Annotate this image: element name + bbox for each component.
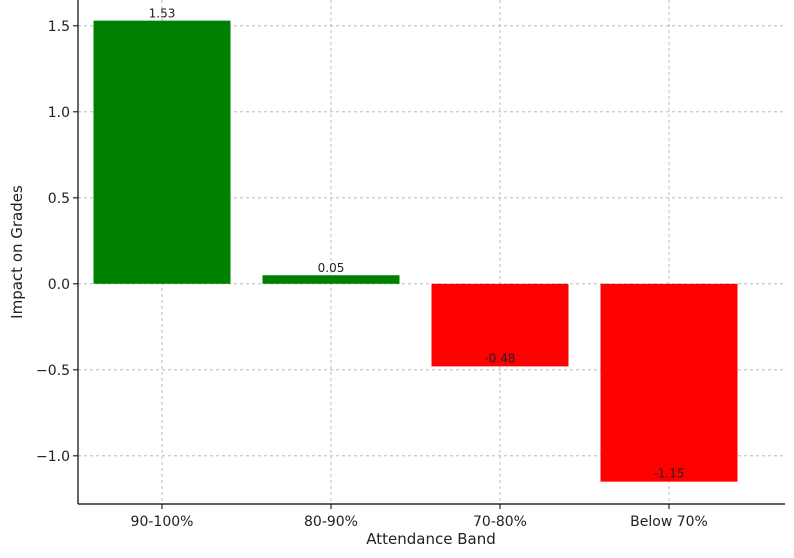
bar	[431, 283, 569, 367]
bar	[262, 275, 400, 284]
x-tick-label: Below 70%	[630, 514, 708, 530]
bar-value-label: 0.05	[318, 261, 345, 275]
y-tick-label: −1.0	[36, 449, 70, 465]
bar	[93, 20, 231, 284]
bar	[600, 283, 738, 482]
y-ticks: −1.0 −0.5 0.0 0.5 1.0 1.5	[36, 19, 78, 465]
y-tick-label: 1.0	[48, 105, 70, 121]
x-axis-label: Attendance Band	[366, 530, 495, 548]
bar-value-label: -1.15	[653, 467, 684, 481]
y-tick-label: −0.5	[36, 363, 70, 379]
x-tick-label: 70-80%	[473, 514, 527, 530]
y-tick-label: 0.0	[48, 277, 70, 293]
bars	[93, 20, 738, 482]
bar-value-label: 1.53	[149, 7, 176, 21]
y-axis-label: Impact on Grades	[8, 185, 26, 319]
x-tick-label: 80-90%	[304, 514, 358, 530]
bar-value-label: -0.48	[484, 351, 515, 365]
y-tick-label: 0.5	[48, 191, 70, 207]
x-tick-label: 90-100%	[131, 514, 194, 530]
y-tick-label: 1.5	[48, 19, 70, 35]
axes	[77, 0, 785, 505]
data-labels: 1.53 0.05 -0.48 -1.15	[149, 7, 685, 481]
x-ticks: 90-100% 80-90% 70-80% Below 70%	[131, 504, 708, 530]
